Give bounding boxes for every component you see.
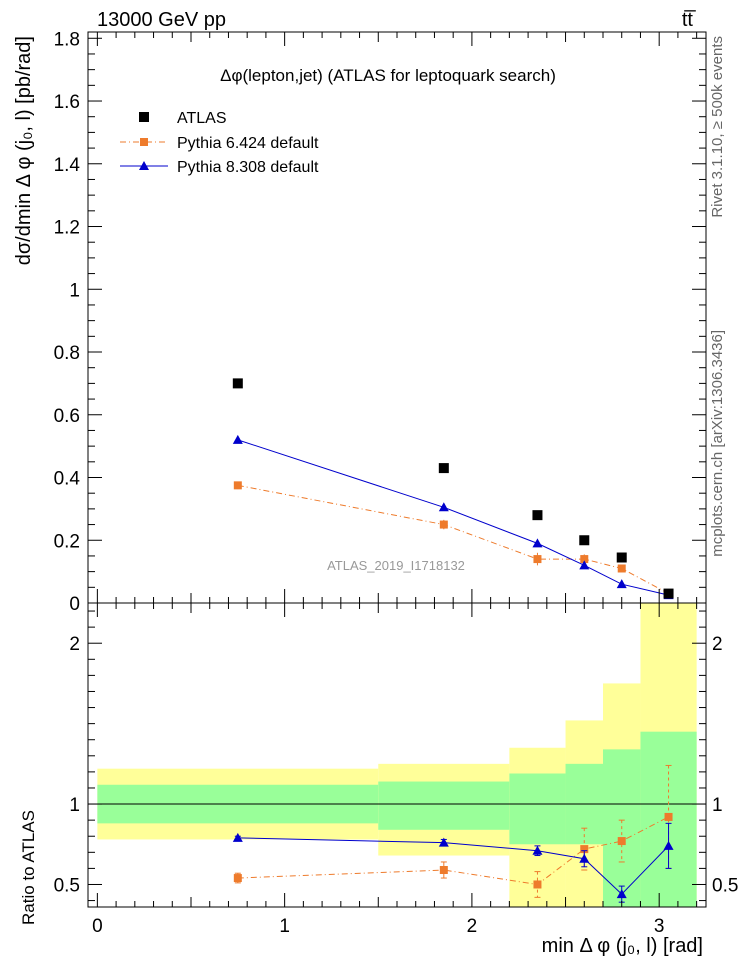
ratio-y-tick-label: 1 (69, 795, 80, 816)
inner-band-bin (378, 781, 510, 830)
process-label: tt̅ (682, 9, 696, 31)
y-tick-label: 0.4 (54, 469, 81, 490)
plot-title: Δφ(lepton,jet) (ATLAS for leptoquark sea… (220, 66, 556, 85)
x-tick-label: 1 (279, 916, 290, 937)
atlas-point (663, 588, 674, 599)
py6-point (533, 555, 542, 564)
legend-label-py8: Pythia 8.308 default (177, 159, 319, 176)
y-tick-label: 0.6 (54, 406, 80, 427)
legend-marker-py8 (139, 161, 149, 170)
py6-ratio-point (580, 845, 589, 854)
y-tick-label: 1.6 (54, 92, 80, 113)
y-tick-label: 1.2 (54, 218, 80, 239)
py8-point (616, 579, 627, 589)
inner-band-bin (509, 773, 566, 845)
uncertainty-bands (88, 603, 706, 907)
y-tick-label: 1.4 (54, 155, 81, 176)
top-ylabel: dσ/dmin Δ φ (j₀, l) [pb/rad] (13, 36, 35, 265)
ratio-y-tick-label-right: 0.5 (712, 875, 738, 896)
y-tick-label: 0.2 (54, 531, 80, 552)
ratio-y-tick-label: 0.5 (54, 875, 80, 896)
py6-point (439, 520, 448, 529)
py8-ratio-point (438, 837, 449, 847)
ratio-y-tick-label-right: 2 (712, 634, 723, 655)
y-tick-label: 0.8 (54, 343, 80, 364)
analysis-watermark: ATLAS_2019_I1718132 (327, 558, 465, 573)
atlas-point (532, 510, 543, 521)
legend-marker-atlas (139, 112, 149, 122)
y-tick-label: 1.8 (54, 29, 80, 50)
py6-ratio-line (237, 816, 669, 886)
energy-label: 13000 GeV pp (97, 9, 226, 31)
py8-ratio-point (663, 840, 674, 850)
atlas-point (438, 463, 449, 474)
py6-ratio-point (533, 880, 542, 889)
py8-ratio-point (532, 845, 543, 855)
x-tick-label: 0 (92, 916, 103, 937)
atlas-point (579, 535, 590, 546)
mcplots-label: mcplots.cern.ch [arXiv:1306.3436] (709, 330, 726, 557)
py6-line (237, 484, 669, 595)
bottom-ylabel: Ratio to ATLAS (19, 810, 38, 925)
axes: 0 0.2 0.4 0.6 0.8 1 1.2 1.4 1.6 1.8 0.5 0.5 1 1 2 2 0 1 2 3 (54, 29, 739, 937)
py6-ratio-point (439, 866, 448, 875)
y-tick-label: 1 (69, 280, 80, 301)
py6-point (233, 481, 242, 490)
py6-point (617, 564, 626, 573)
py8-point (579, 560, 590, 570)
ratio-y-tick-label-right: 1 (712, 795, 723, 816)
ratio-y-tick-label: 2 (69, 634, 80, 655)
py6-point (580, 555, 589, 564)
atlas-point (232, 378, 243, 389)
py6-ratio-point (664, 812, 673, 821)
main-panel-data (232, 378, 674, 600)
py8-ratio-line (237, 837, 669, 895)
rivet-label: Rivet 3.1.10, ≥ 500k events (709, 36, 726, 218)
py8-ratio-point (232, 832, 243, 842)
legend-label-py6: Pythia 6.424 default (177, 135, 319, 152)
legend-label-atlas: ATLAS (177, 110, 227, 127)
py8-point (438, 502, 449, 512)
x-tick-label: 3 (654, 916, 665, 937)
ratio-panel-data (232, 764, 674, 903)
x-axis-label: min Δ φ (j₀, l) [rad] (542, 935, 703, 957)
py6-ratio-point (233, 874, 242, 883)
atlas-point (616, 552, 627, 563)
legend-marker-py6 (140, 138, 148, 146)
py8-ratio-point (579, 853, 590, 863)
py8-ratio-point (616, 889, 627, 899)
py6-ratio-point (617, 837, 626, 846)
py8-point (532, 538, 543, 548)
y-tick-label: 0 (69, 594, 80, 615)
py8-line (237, 439, 669, 596)
py8-point (232, 434, 243, 444)
x-tick-label: 2 (467, 916, 478, 937)
